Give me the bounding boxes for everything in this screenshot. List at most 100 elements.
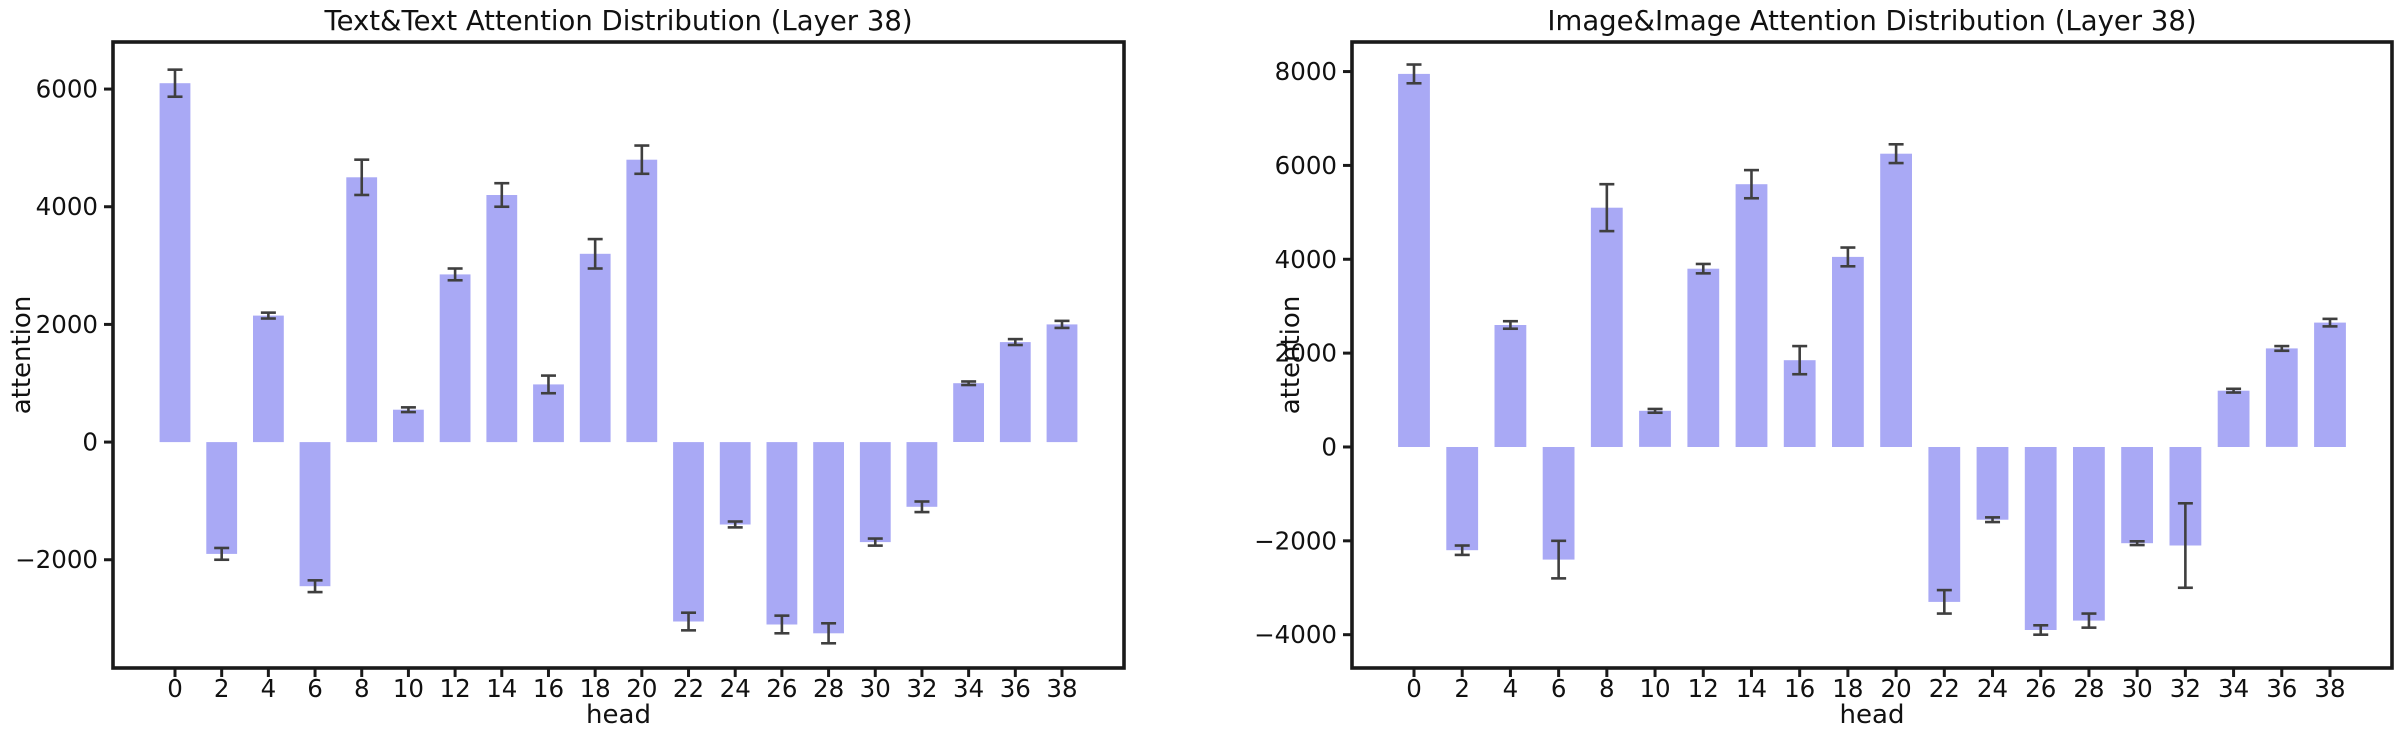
x-tick-label: 30 bbox=[860, 674, 891, 703]
x-tick-label: 8 bbox=[354, 674, 370, 703]
y-tick-label: 2000 bbox=[36, 310, 98, 339]
x-tick-label: 24 bbox=[1977, 674, 2008, 703]
x-tick-label: 6 bbox=[1551, 674, 1567, 703]
x-tick-label: 16 bbox=[1784, 674, 1815, 703]
error-bar-head-24 bbox=[727, 520, 743, 529]
error-bar-head-0 bbox=[167, 68, 183, 99]
y-tick-label: 6000 bbox=[1275, 151, 1337, 180]
left-x-axis-label: head bbox=[586, 700, 651, 730]
error-bar-head-6 bbox=[1551, 539, 1567, 580]
x-tick-label: 38 bbox=[2314, 674, 2345, 703]
bar-head-14 bbox=[1735, 184, 1768, 447]
bar-head-38 bbox=[2314, 322, 2346, 447]
x-tick-label: 4 bbox=[261, 674, 277, 703]
bar-head-0 bbox=[1398, 73, 1430, 448]
error-bar-head-28 bbox=[821, 621, 837, 645]
error-bar-head-22 bbox=[681, 611, 697, 632]
error-bar-head-36 bbox=[2274, 344, 2290, 353]
x-tick-label: 26 bbox=[766, 674, 797, 703]
bar-head-8 bbox=[1590, 207, 1623, 447]
x-tick-label: 8 bbox=[1599, 674, 1615, 703]
error-bar-head-18 bbox=[587, 237, 603, 270]
y-tick-label: 0 bbox=[1321, 432, 1337, 461]
error-bar-head-2 bbox=[214, 546, 230, 562]
x-tick-label: 14 bbox=[1736, 674, 1767, 703]
error-bar-head-18 bbox=[1840, 246, 1856, 268]
error-bar-head-26 bbox=[774, 614, 790, 635]
x-tick-label: 26 bbox=[2025, 674, 2056, 703]
bar-head-26 bbox=[2024, 447, 2057, 630]
error-bar-head-4 bbox=[260, 311, 276, 320]
error-bar-head-28 bbox=[2081, 612, 2097, 629]
x-tick-label: 12 bbox=[440, 674, 471, 703]
error-bar-head-32 bbox=[914, 500, 930, 514]
right-y-axis-label: attention bbox=[1276, 295, 1306, 415]
bar-head-18 bbox=[1832, 256, 1864, 447]
bar-head-20 bbox=[626, 159, 658, 443]
y-tick-label: 2000 bbox=[1275, 339, 1337, 368]
error-bar-head-32 bbox=[2177, 501, 2193, 590]
error-bar-head-16 bbox=[1792, 344, 1808, 376]
bar-head-24 bbox=[1976, 447, 2009, 520]
error-bar-head-4 bbox=[1502, 319, 1518, 331]
bar-head-32 bbox=[906, 442, 938, 507]
bar-head-28 bbox=[2073, 447, 2105, 621]
y-tick-label: 0 bbox=[82, 428, 98, 457]
plot-frame bbox=[111, 40, 1126, 670]
x-tick-label: 14 bbox=[486, 674, 517, 703]
x-tick-label: 24 bbox=[720, 674, 751, 703]
y-tick-label: 6000 bbox=[36, 75, 98, 104]
error-bar-head-34 bbox=[961, 380, 977, 387]
y-tick-label: 8000 bbox=[1275, 57, 1337, 86]
x-tick-label: 2 bbox=[1454, 674, 1470, 703]
x-tick-label: 28 bbox=[2073, 674, 2104, 703]
error-bar-head-22 bbox=[1936, 588, 1952, 615]
x-tick-label: 0 bbox=[1406, 674, 1422, 703]
bar-head-4 bbox=[1494, 325, 1527, 447]
error-bar-head-8 bbox=[354, 158, 370, 197]
bar-head-12 bbox=[439, 274, 471, 443]
x-tick-label: 32 bbox=[906, 674, 937, 703]
bar-head-20 bbox=[1880, 153, 1912, 447]
bar-head-4 bbox=[253, 315, 284, 443]
bar-head-10 bbox=[1639, 410, 1671, 447]
bar-head-8 bbox=[346, 177, 378, 443]
left-y-axis-label: attention bbox=[7, 295, 37, 415]
plot-frame bbox=[1350, 40, 2394, 670]
x-tick-label: 18 bbox=[580, 674, 611, 703]
right-chart-title: Image&Image Attention Distribution (Laye… bbox=[1547, 5, 2197, 37]
error-bar-head-0 bbox=[1406, 63, 1422, 85]
error-bar-head-10 bbox=[400, 406, 416, 414]
y-tick-label: −4000 bbox=[1254, 620, 1337, 649]
error-bar-head-26 bbox=[2033, 623, 2049, 636]
bar-head-24 bbox=[719, 442, 751, 525]
x-tick-label: 34 bbox=[2218, 674, 2249, 703]
x-tick-label: 38 bbox=[1046, 674, 1077, 703]
x-tick-label: 36 bbox=[1000, 674, 1031, 703]
bar-head-28 bbox=[813, 442, 844, 634]
x-tick-label: 16 bbox=[533, 674, 564, 703]
bar-head-6 bbox=[299, 442, 331, 587]
error-bar-head-20 bbox=[1888, 142, 1904, 165]
error-bar-head-10 bbox=[1647, 407, 1663, 415]
error-bar-head-14 bbox=[1743, 168, 1759, 200]
error-bar-head-14 bbox=[494, 181, 510, 209]
x-tick-label: 0 bbox=[167, 674, 183, 703]
error-bar-head-16 bbox=[540, 374, 556, 395]
error-bar-head-38 bbox=[1054, 319, 1070, 330]
x-tick-label: 30 bbox=[2122, 674, 2153, 703]
bar-head-34 bbox=[953, 383, 984, 442]
bar-head-30 bbox=[2121, 447, 2153, 544]
error-bar-head-8 bbox=[1599, 182, 1615, 233]
error-bar-head-6 bbox=[307, 579, 323, 594]
bar-head-12 bbox=[1687, 268, 1720, 447]
error-bar-head-2 bbox=[1454, 544, 1470, 557]
error-bar-head-30 bbox=[867, 537, 883, 547]
bar-head-26 bbox=[766, 442, 798, 625]
x-tick-label: 4 bbox=[1503, 674, 1519, 703]
error-bar-head-36 bbox=[1007, 337, 1023, 347]
